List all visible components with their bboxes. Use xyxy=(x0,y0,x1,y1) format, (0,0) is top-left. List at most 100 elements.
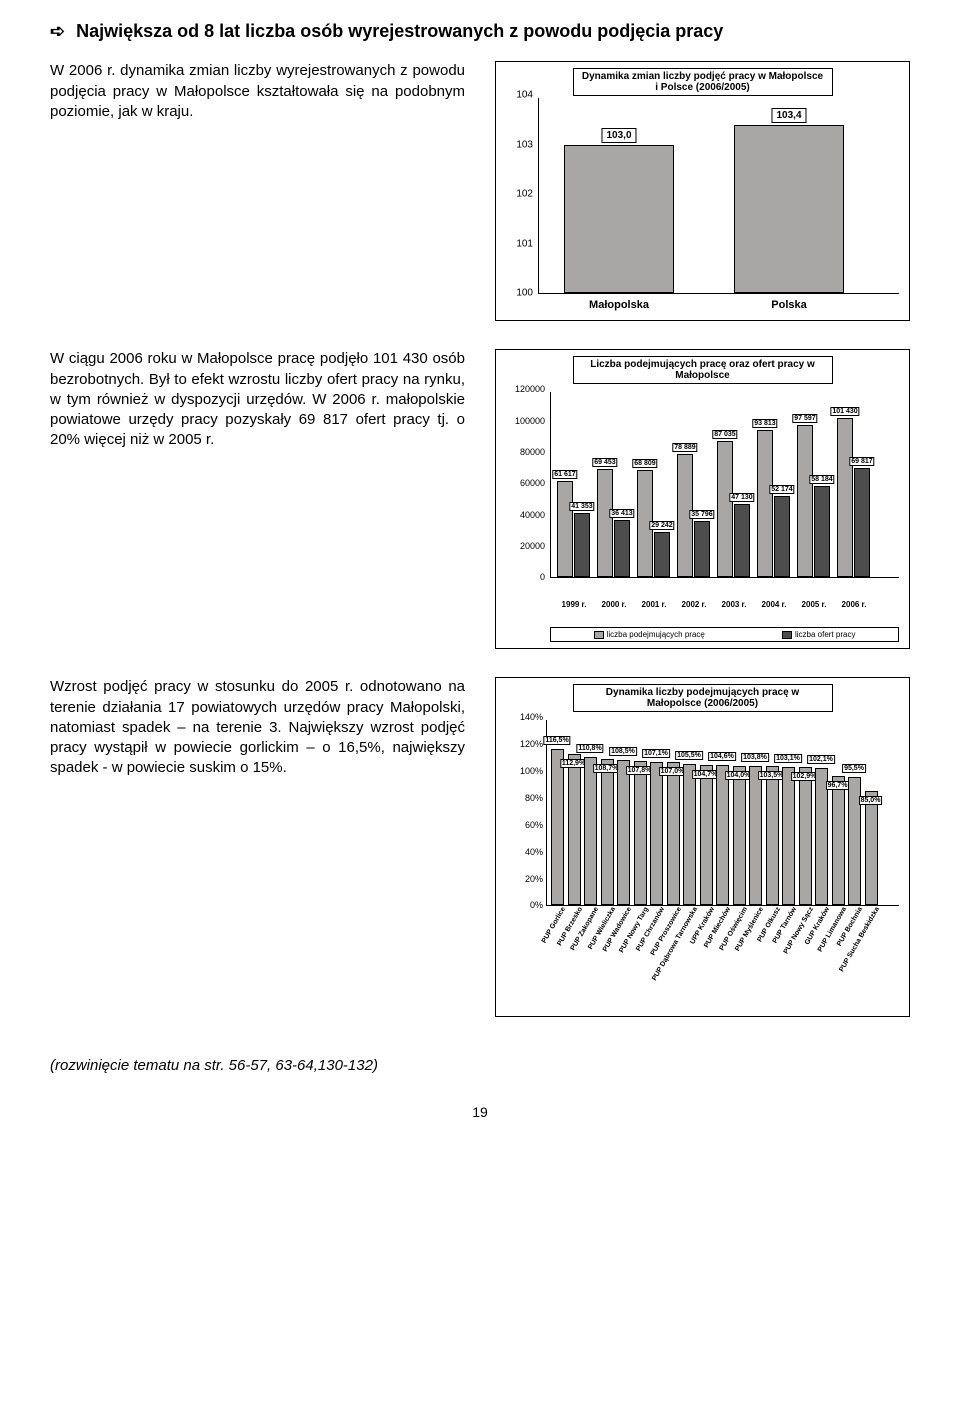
chart2-xlabel: 2002 r. xyxy=(682,600,707,609)
chart3-bar xyxy=(799,767,812,905)
chart3-value: 85,0% xyxy=(859,796,883,805)
chart3-bar xyxy=(766,766,779,905)
chart2-ytick: 40000 xyxy=(501,510,545,520)
chart2-bar-b xyxy=(774,496,790,578)
row-2: W ciągu 2006 roku w Małopolsce pracę pod… xyxy=(50,349,910,649)
chart3-ytick: 120% xyxy=(503,739,543,749)
chart3-ytick: 80% xyxy=(503,793,543,803)
chart2: Liczba podejmujących pracę oraz ofert pr… xyxy=(495,349,910,649)
chart2-value-b: 69 817 xyxy=(849,457,874,466)
chart3-bar xyxy=(749,766,762,905)
chart3-ytick: 100% xyxy=(503,766,543,776)
chart2-value-a: 78 889 xyxy=(672,443,697,452)
chart3-value: 105,5% xyxy=(675,751,703,760)
chart3-ytick: 140% xyxy=(503,712,543,722)
section-title: ➪ Największa od 8 lat liczba osób wyreje… xyxy=(50,20,910,43)
chart2-value-a: 93 813 xyxy=(752,419,777,428)
chart3-value: 102,1% xyxy=(807,755,835,764)
chart2-ytick: 20000 xyxy=(501,541,545,551)
chart1-value-label: 103,4 xyxy=(771,108,806,123)
chart3-bar xyxy=(782,767,795,905)
chart3-ytick: 20% xyxy=(503,874,543,884)
chart2-container: Liczba podejmujących pracę oraz ofert pr… xyxy=(495,349,910,649)
chart2-value-a: 101 430 xyxy=(830,407,859,416)
chart3-bar xyxy=(568,754,581,906)
chart1-ytick: 102 xyxy=(503,189,533,200)
chart2-title: Liczba podejmujących pracę oraz ofert pr… xyxy=(573,356,833,384)
chart3-bar xyxy=(551,749,564,905)
chart2-value-b: 41 353 xyxy=(569,502,594,511)
chart2-legend-b: liczba ofert pracy xyxy=(782,630,855,639)
chart2-value-b: 58 184 xyxy=(809,475,834,484)
chart2-bar-b xyxy=(654,532,670,578)
chart3-ytick: 0% xyxy=(503,900,543,910)
chart2-bar-b xyxy=(614,520,630,577)
chart2-xlabel: 2005 r. xyxy=(802,600,827,609)
chart3-value: 107,1% xyxy=(642,749,670,758)
chart3-bar xyxy=(601,759,614,905)
chart2-legend: liczba podejmujących pracę liczba ofert p… xyxy=(550,627,899,642)
footnote: (rozwinięcie tematu na str. 56-57, 63-64… xyxy=(50,1057,910,1074)
chart3-container: Dynamika liczby podejmujących pracę w Ma… xyxy=(495,677,910,1017)
chart1-xlabel: Małopolska xyxy=(589,299,649,311)
chart2-legend-a: liczba podejmujących pracę xyxy=(594,630,705,639)
chart1-bar: 103,4 xyxy=(734,125,844,293)
chart3-value: 96,7% xyxy=(826,781,850,790)
chart2-value-b: 36 413 xyxy=(609,509,634,518)
chart3-value: 103,1% xyxy=(774,754,802,763)
chart2-bar-a xyxy=(757,430,773,577)
chart1-ytick: 101 xyxy=(503,238,533,249)
chart2-bar-b xyxy=(694,521,710,577)
chart1-bar: 103,0 xyxy=(564,145,674,294)
chart3-bar xyxy=(700,765,713,906)
chart2-bar-a xyxy=(717,441,733,577)
chart1-ytick: 104 xyxy=(503,90,533,101)
chart2-value-b: 35 796 xyxy=(689,510,714,519)
chart3-title: Dynamika liczby podejmujących pracę w Ma… xyxy=(573,684,833,712)
row-3: Wzrost podjęć pracy w stosunku do 2005 r… xyxy=(50,677,910,1017)
chart1-ytick: 103 xyxy=(503,139,533,150)
chart3-bar xyxy=(617,760,630,906)
chart3: Dynamika liczby podejmujących pracę w Ma… xyxy=(495,677,910,1017)
chart3-bar xyxy=(667,762,680,906)
chart2-xlabel: 1999 r. xyxy=(562,600,587,609)
chart2-ytick: 120000 xyxy=(501,384,545,394)
chart1-ytick: 100 xyxy=(503,288,533,299)
chart2-bar-a xyxy=(557,481,573,578)
paragraph-1: W 2006 r. dynamika zmian liczby wyrejest… xyxy=(50,61,465,122)
chart2-bar-b xyxy=(574,513,590,578)
chart1-title: Dynamika zmian liczby podjęć pracy w Mał… xyxy=(573,68,833,96)
chart2-value-b: 52 174 xyxy=(769,485,794,494)
chart2-bar-b xyxy=(854,468,870,577)
chart2-value-a: 87 035 xyxy=(712,430,737,439)
chart2-bar-b xyxy=(734,504,750,578)
chart1-value-label: 103,0 xyxy=(601,128,636,143)
chart2-value-b: 47 130 xyxy=(729,493,754,502)
chart2-ytick: 0 xyxy=(501,572,545,582)
chart2-ytick: 60000 xyxy=(501,478,545,488)
chart2-xlabel: 2000 r. xyxy=(602,600,627,609)
chart2-bar-a xyxy=(797,425,813,578)
chart2-value-a: 97 597 xyxy=(792,414,817,423)
chart3-bar xyxy=(584,757,597,906)
chart1-plot: 100101102103104103,0Małopolska103,4Polsk… xyxy=(538,98,899,294)
chart2-bar-a xyxy=(597,469,613,578)
chart2-value-a: 69 453 xyxy=(592,458,617,467)
chart3-bar xyxy=(832,776,845,906)
chart2-ytick: 100000 xyxy=(501,416,545,426)
chart3-value: 108,5% xyxy=(609,747,637,756)
chart1-container: Dynamika zmian liczby podjęć pracy w Mał… xyxy=(495,61,910,321)
chart1-xlabel: Polska xyxy=(771,299,806,311)
chart1: Dynamika zmian liczby podjęć pracy w Mał… xyxy=(495,61,910,321)
chart3-value: 95,5% xyxy=(842,764,866,773)
chart2-value-a: 61 617 xyxy=(552,470,577,479)
chart3-bar xyxy=(733,766,746,906)
chart3-value: 104,6% xyxy=(708,752,736,761)
row-1: W 2006 r. dynamika zmian liczby wyrejest… xyxy=(50,61,910,321)
chart3-ytick: 60% xyxy=(503,820,543,830)
chart2-xlabel: 2006 r. xyxy=(842,600,867,609)
chart3-bar xyxy=(683,764,696,906)
chart3-value: 103,8% xyxy=(741,753,769,762)
chart3-bar xyxy=(650,762,663,906)
chart2-bar-b xyxy=(814,486,830,577)
